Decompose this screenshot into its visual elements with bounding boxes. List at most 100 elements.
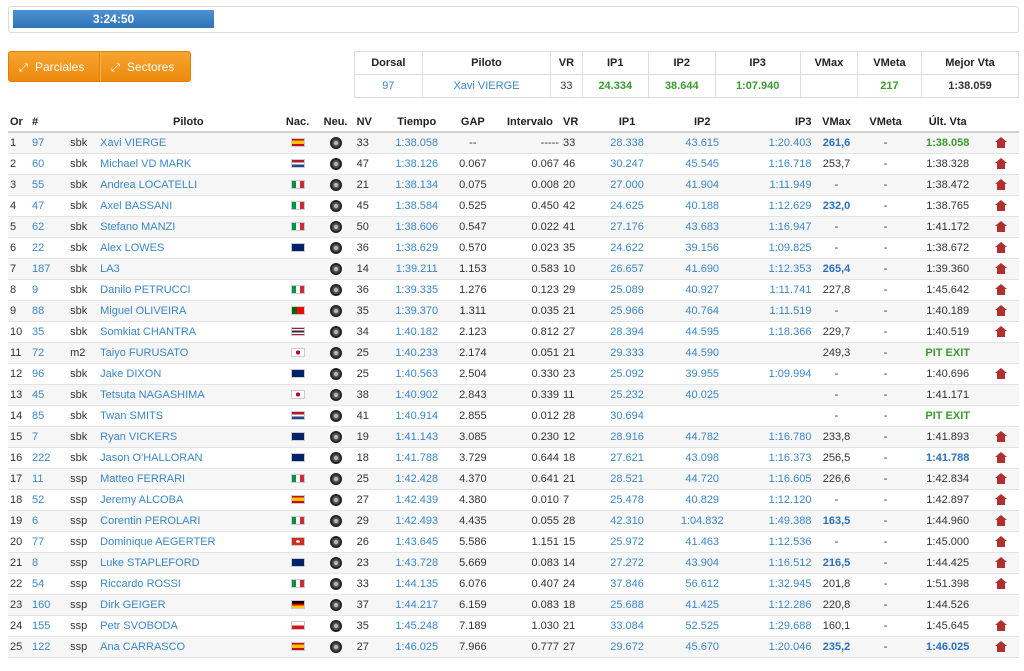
table-row[interactable]: 19 6 ssp Corentin PEROLARI 29 1:42.493 4.435 0.… [8,510,1019,532]
home-icon[interactable] [995,515,1008,527]
table-row[interactable]: 7 187 sbk LA3 14 1:39.211 1.153 0.583 10 26.657 41… [8,258,1019,280]
home-icon[interactable] [995,557,1008,569]
rider-name[interactable]: Twan SMITS [98,405,279,427]
home-icon[interactable] [995,284,1008,296]
home-icon[interactable] [995,179,1008,191]
rider-number[interactable]: 160 [30,594,69,616]
home-icon[interactable] [995,536,1008,548]
rider-name[interactable]: Taiyo FURUSATO [98,342,279,364]
rider-number[interactable]: 47 [30,195,69,217]
table-row[interactable]: 21 8 ssp Luke STAPLEFORD 23 1:43.728 5.669 0.08… [8,552,1019,574]
rider-number[interactable]: 11 [30,468,69,490]
rider-number[interactable]: 72 [30,342,69,364]
rider-name[interactable]: Stefano MANZI [98,216,279,238]
rider-name[interactable]: Dominique AEGERTER [98,531,279,553]
table-row[interactable]: 20 77 ssp Dominique AEGERTER 26 1:43.645 5.586… [8,531,1019,553]
rider-name[interactable]: Petr SVOBODA [98,615,279,637]
home-icon[interactable] [995,305,1008,317]
rider-name[interactable]: Alex LOWES [98,237,279,259]
rider-number[interactable]: 62 [30,216,69,238]
table-row[interactable]: 10 35 sbk Somkiat CHANTRA 34 1:40.182 2.123 0.8… [8,321,1019,343]
rider-name[interactable]: Miguel OLIVEIRA [98,300,279,322]
table-row[interactable]: 6 22 sbk Alex LOWES 36 1:38.629 0.570 0.023 35 24… [8,237,1019,259]
home-icon[interactable] [995,494,1008,506]
sectores-button[interactable]: ⤢ Sectores [100,51,191,82]
table-row[interactable]: 11 72 m2 Taiyo FURUSATO 25 1:40.233 2.174 0.051… [8,342,1019,364]
home-icon[interactable] [995,158,1008,170]
rider-number[interactable]: 88 [30,300,69,322]
rider-number[interactable]: 60 [30,153,69,175]
rider-number[interactable]: 77 [30,531,69,553]
table-row[interactable]: 5 62 sbk Stefano MANZI 50 1:38.606 0.547 0.022 4… [8,216,1019,238]
table-row[interactable]: 18 52 ssp Jeremy ALCOBA 27 1:42.439 4.380 0.010… [8,489,1019,511]
rider-name[interactable]: Somkiat CHANTRA [98,321,279,343]
table-row[interactable]: 17 11 ssp Matteo FERRARI 25 1:42.428 4.370 0.64… [8,468,1019,490]
rider-number[interactable]: 8 [30,552,69,574]
home-icon[interactable] [995,263,1008,275]
rider-number[interactable]: 97 [30,132,69,154]
rider-name[interactable]: Riccardo ROSSI [98,573,279,595]
rider-number[interactable]: 9 [30,279,69,301]
rider-name[interactable]: Axel BASSANI [98,195,279,217]
table-row[interactable]: 3 55 sbk Andrea LOCATELLI 21 1:38.134 0.075 0.0… [8,174,1019,196]
table-row[interactable]: 13 45 sbk Tetsuta NAGASHIMA 38 1:40.902 2.843 0… [8,384,1019,406]
table-row[interactable]: 2 60 sbk Michael VD MARK 47 1:38.126 0.067 0.06… [8,153,1019,175]
rider-name[interactable]: Matteo FERRARI [98,468,279,490]
rider-name[interactable]: Jeremy ALCOBA [98,489,279,511]
home-icon[interactable] [995,221,1008,233]
table-row[interactable]: 25 122 ssp Ana CARRASCO 27 1:46.025 7.966 0.777… [8,636,1019,658]
table-row[interactable]: 1 97 sbk Xavi VIERGE 33 1:38.058 -- ----- 33 28.3… [8,132,1019,154]
rider-number[interactable]: 54 [30,573,69,595]
home-icon[interactable] [995,326,1008,338]
rider-name[interactable]: Ana CARRASCO [98,636,279,658]
parciales-button[interactable]: ⤢ Parciales [8,51,100,82]
table-row[interactable]: 12 96 sbk Jake DIXON 25 1:40.563 2.504 0.330 23 2… [8,363,1019,385]
home-icon[interactable] [995,242,1008,254]
table-row[interactable]: 16 222 sbk Jason O'HALLORAN 18 1:41.788 3.729 0… [8,447,1019,469]
rider-name[interactable]: Danilo PETRUCCI [98,279,279,301]
rider-number[interactable]: 55 [30,174,69,196]
table-row[interactable]: 4 47 sbk Axel BASSANI 45 1:38.584 0.525 0.450 42… [8,195,1019,217]
rider-number[interactable]: 35 [30,321,69,343]
table-row[interactable]: 24 155 ssp Petr SVOBODA 35 1:45.248 7.189 1.030… [8,615,1019,637]
rider-number[interactable]: 22 [30,237,69,259]
table-row[interactable]: 22 54 ssp Riccardo ROSSI 33 1:44.135 6.076 0.40… [8,573,1019,595]
rider-number[interactable]: 85 [30,405,69,427]
rider-number[interactable]: 96 [30,363,69,385]
home-icon[interactable] [995,431,1008,443]
table-row[interactable]: 8 9 sbk Danilo PETRUCCI 36 1:39.335 1.276 0.123… [8,279,1019,301]
rider-name[interactable]: Jason O'HALLORAN [98,447,279,469]
rider-name[interactable]: Xavi VIERGE [98,132,279,154]
rider-number[interactable]: 7 [30,426,69,448]
rider-number[interactable]: 222 [30,447,69,469]
table-row[interactable]: 14 85 sbk Twan SMITS 41 1:40.914 2.855 0.012 28 3… [8,405,1019,427]
rider-name[interactable]: Tetsuta NAGASHIMA [98,384,279,406]
rider-number[interactable]: 45 [30,384,69,406]
home-icon[interactable] [995,200,1008,212]
home-icon[interactable] [995,473,1008,485]
rider-number[interactable]: 6 [30,510,69,532]
best-value-cell[interactable]: 97 [354,74,423,98]
home-icon[interactable] [995,641,1008,653]
table-row[interactable]: 15 7 sbk Ryan VICKERS 19 1:41.143 3.085 0.230 12… [8,426,1019,448]
home-icon[interactable] [995,620,1008,632]
home-icon[interactable] [995,578,1008,590]
rider-name[interactable]: Jake DIXON [98,363,279,385]
rider-name[interactable]: Michael VD MARK [98,153,279,175]
table-row[interactable]: 23 160 ssp Dirk GEIGER 37 1:44.217 6.159 0.083 1… [8,594,1019,616]
home-icon[interactable] [995,368,1008,380]
rider-name[interactable]: Corentin PEROLARI [98,510,279,532]
rider-name[interactable]: Andrea LOCATELLI [98,174,279,196]
rider-number[interactable]: 187 [30,258,69,280]
table-row[interactable]: 9 88 sbk Miguel OLIVEIRA 35 1:39.370 1.311 0.03… [8,300,1019,322]
rider-name[interactable]: Luke STAPLEFORD [98,552,279,574]
rider-name[interactable]: LA3 [98,258,279,280]
home-icon[interactable] [995,137,1008,149]
rider-number[interactable]: 155 [30,615,69,637]
rider-name[interactable]: Dirk GEIGER [98,594,279,616]
home-icon[interactable] [995,452,1008,464]
rider-number[interactable]: 52 [30,489,69,511]
rider-number[interactable]: 122 [30,636,69,658]
best-value-cell[interactable]: Xavi VIERGE [421,74,552,98]
rider-name[interactable]: Ryan VICKERS [98,426,279,448]
